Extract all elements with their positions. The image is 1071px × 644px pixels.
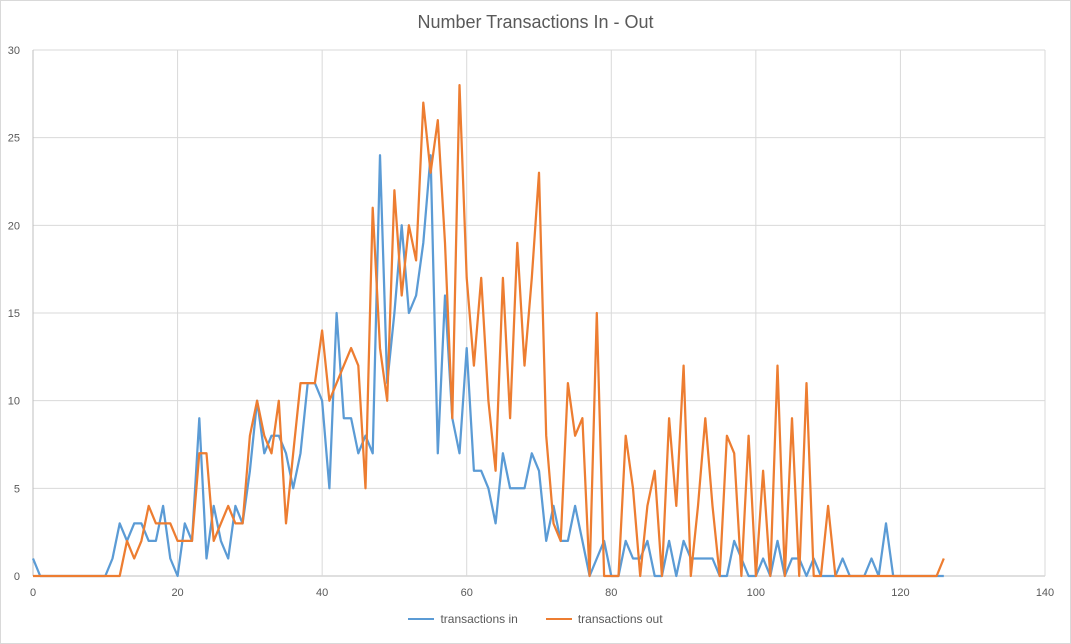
y-tick-label: 10 bbox=[8, 396, 20, 408]
x-tick-label: 0 bbox=[30, 587, 36, 599]
x-tick-label: 100 bbox=[747, 587, 765, 599]
x-tick-label: 140 bbox=[1036, 587, 1054, 599]
series-line-in bbox=[31, 154, 944, 578]
legend-swatch-out bbox=[545, 618, 572, 620]
legend-label-in: transactions in bbox=[440, 612, 518, 626]
legend-label-out: transactions out bbox=[577, 612, 663, 626]
series-line-out bbox=[33, 83, 945, 578]
x-tick-label: 40 bbox=[316, 587, 328, 599]
legend: transactions in transactions out bbox=[0, 612, 1071, 626]
legend-item-out: transactions out bbox=[545, 612, 663, 626]
y-tick-label: 5 bbox=[14, 483, 20, 495]
x-tick-label: 120 bbox=[891, 587, 909, 599]
legend-item-in: transactions in bbox=[408, 612, 518, 626]
y-tick-label: 30 bbox=[8, 45, 20, 57]
gridlines bbox=[32, 49, 1046, 577]
axes: 0 5 10 15 20 25 30 0 20 40 60 80 100 120 140 bbox=[8, 45, 1054, 599]
chart-title: Number Transactions In - Out bbox=[417, 12, 654, 32]
series-lines bbox=[31, 83, 945, 578]
x-tick-label: 80 bbox=[605, 587, 617, 599]
y-tick-label: 0 bbox=[14, 571, 20, 583]
x-tick-label: 60 bbox=[461, 587, 473, 599]
legend-swatch-in bbox=[408, 618, 435, 620]
y-tick-label: 20 bbox=[8, 220, 20, 232]
x-tick-label: 20 bbox=[171, 587, 183, 599]
y-tick-label: 25 bbox=[8, 133, 20, 145]
y-tick-label: 15 bbox=[8, 308, 20, 320]
